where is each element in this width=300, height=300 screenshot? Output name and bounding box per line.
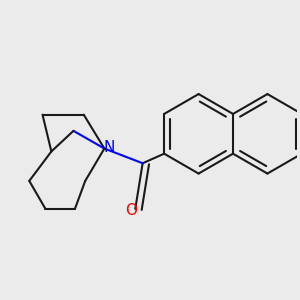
Text: O: O — [125, 203, 137, 218]
Text: N: N — [103, 140, 115, 154]
